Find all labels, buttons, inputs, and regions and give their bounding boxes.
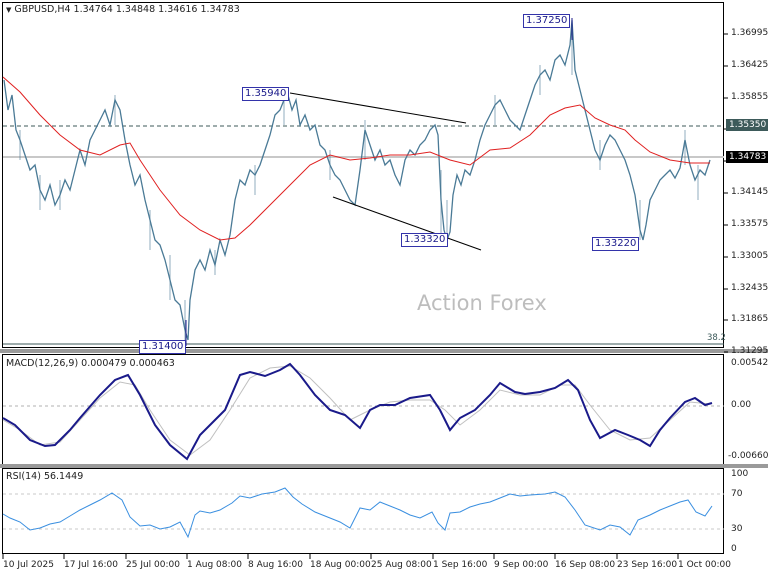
- rsi-panel[interactable]: [2, 468, 724, 554]
- price-bars: [3, 19, 711, 341]
- annotation-high-2[interactable]: 1.37250: [523, 14, 571, 28]
- annotation-low-2[interactable]: 1.33220: [592, 237, 640, 251]
- time-axis-label: 16 Sep 08:00: [555, 560, 616, 570]
- time-axis-label: 10 Jul 2025: [3, 560, 54, 570]
- macd-panel[interactable]: [2, 354, 724, 465]
- symbol-header: ▼ GBPUSD,H4 1.34764 1.34848 1.34616 1.34…: [6, 4, 240, 15]
- price-bar-ticks: [19, 20, 699, 345]
- price-axis-label: 1.34145: [731, 187, 768, 197]
- panel-divider[interactable]: [0, 349, 768, 353]
- rsi-line: [2, 487, 713, 539]
- time-axis-ticks: [2, 554, 679, 559]
- price-axis-label: 1.31295: [731, 346, 768, 356]
- annotation-low-1[interactable]: 1.33320: [401, 233, 449, 247]
- price-axis-ticks: [724, 33, 728, 353]
- price-axis-label: 1.32435: [731, 283, 768, 293]
- time-axis-label: 1 Aug 08:00: [187, 560, 242, 570]
- macd-signal-line: [2, 365, 711, 456]
- time-axis-label: 18 Aug 00:00: [310, 560, 371, 570]
- current-price-tag: 1.34783: [726, 151, 768, 163]
- resistance-price-tag: 1.35350: [726, 119, 768, 131]
- annotation-high-1[interactable]: 1.35940: [242, 87, 290, 101]
- price-axis-label: 1.36425: [731, 60, 768, 70]
- macd-axis-label: 0.00: [731, 400, 752, 410]
- time-axis-label: 1 Sep 16:00: [433, 560, 488, 570]
- fib-level-label: 38.2: [707, 333, 726, 343]
- watermark: Action Forex: [417, 291, 547, 315]
- price-axis-label: 1.33005: [731, 251, 768, 261]
- time-axis-label: 25 Aug 08:00: [371, 560, 432, 570]
- time-axis-label: 23 Sep 16:00: [617, 560, 678, 570]
- macd-axis-label: -0.006603: [728, 451, 768, 461]
- price-axis-label: 1.31865: [731, 314, 768, 324]
- upper-trendline: [289, 92, 467, 124]
- rsi-axis-label: 70: [731, 489, 743, 499]
- macd-title: MACD(12,26,9) 0.000479 0.000463: [6, 358, 175, 369]
- rsi-axis-label: 0: [731, 544, 737, 554]
- rsi-axis-label: 30: [731, 524, 743, 534]
- time-axis-label: 9 Sep 00:00: [494, 560, 549, 570]
- symbol-ohlc-text: GBPUSD,H4 1.34764 1.34848 1.34616 1.3478…: [14, 4, 240, 15]
- price-axis-label: 1.35855: [731, 92, 768, 102]
- time-axis-label: 17 Jul 16:00: [64, 560, 118, 570]
- price-chart-panel[interactable]: [2, 2, 724, 348]
- rsi-axis-label: 100: [731, 469, 749, 479]
- rsi-title: RSI(14) 56.1449: [6, 471, 84, 482]
- moving-average-line: [2, 76, 710, 241]
- time-axis-label: 1 Oct 00:00: [678, 560, 731, 570]
- time-axis-label: 8 Aug 16:00: [248, 560, 303, 570]
- panel-divider[interactable]: [0, 464, 768, 468]
- macd-axis-label: 0.005427: [731, 358, 768, 368]
- price-axis-label: 1.33575: [731, 219, 768, 229]
- lower-trendline: [332, 196, 482, 251]
- collapse-triangle-icon[interactable]: ▼: [6, 6, 12, 14]
- macd-line: [2, 362, 713, 461]
- time-axis-label: 25 Jul 00:00: [126, 560, 180, 570]
- annotation-low-0[interactable]: 1.31400: [139, 340, 187, 354]
- price-axis-label: 1.36995: [731, 28, 768, 38]
